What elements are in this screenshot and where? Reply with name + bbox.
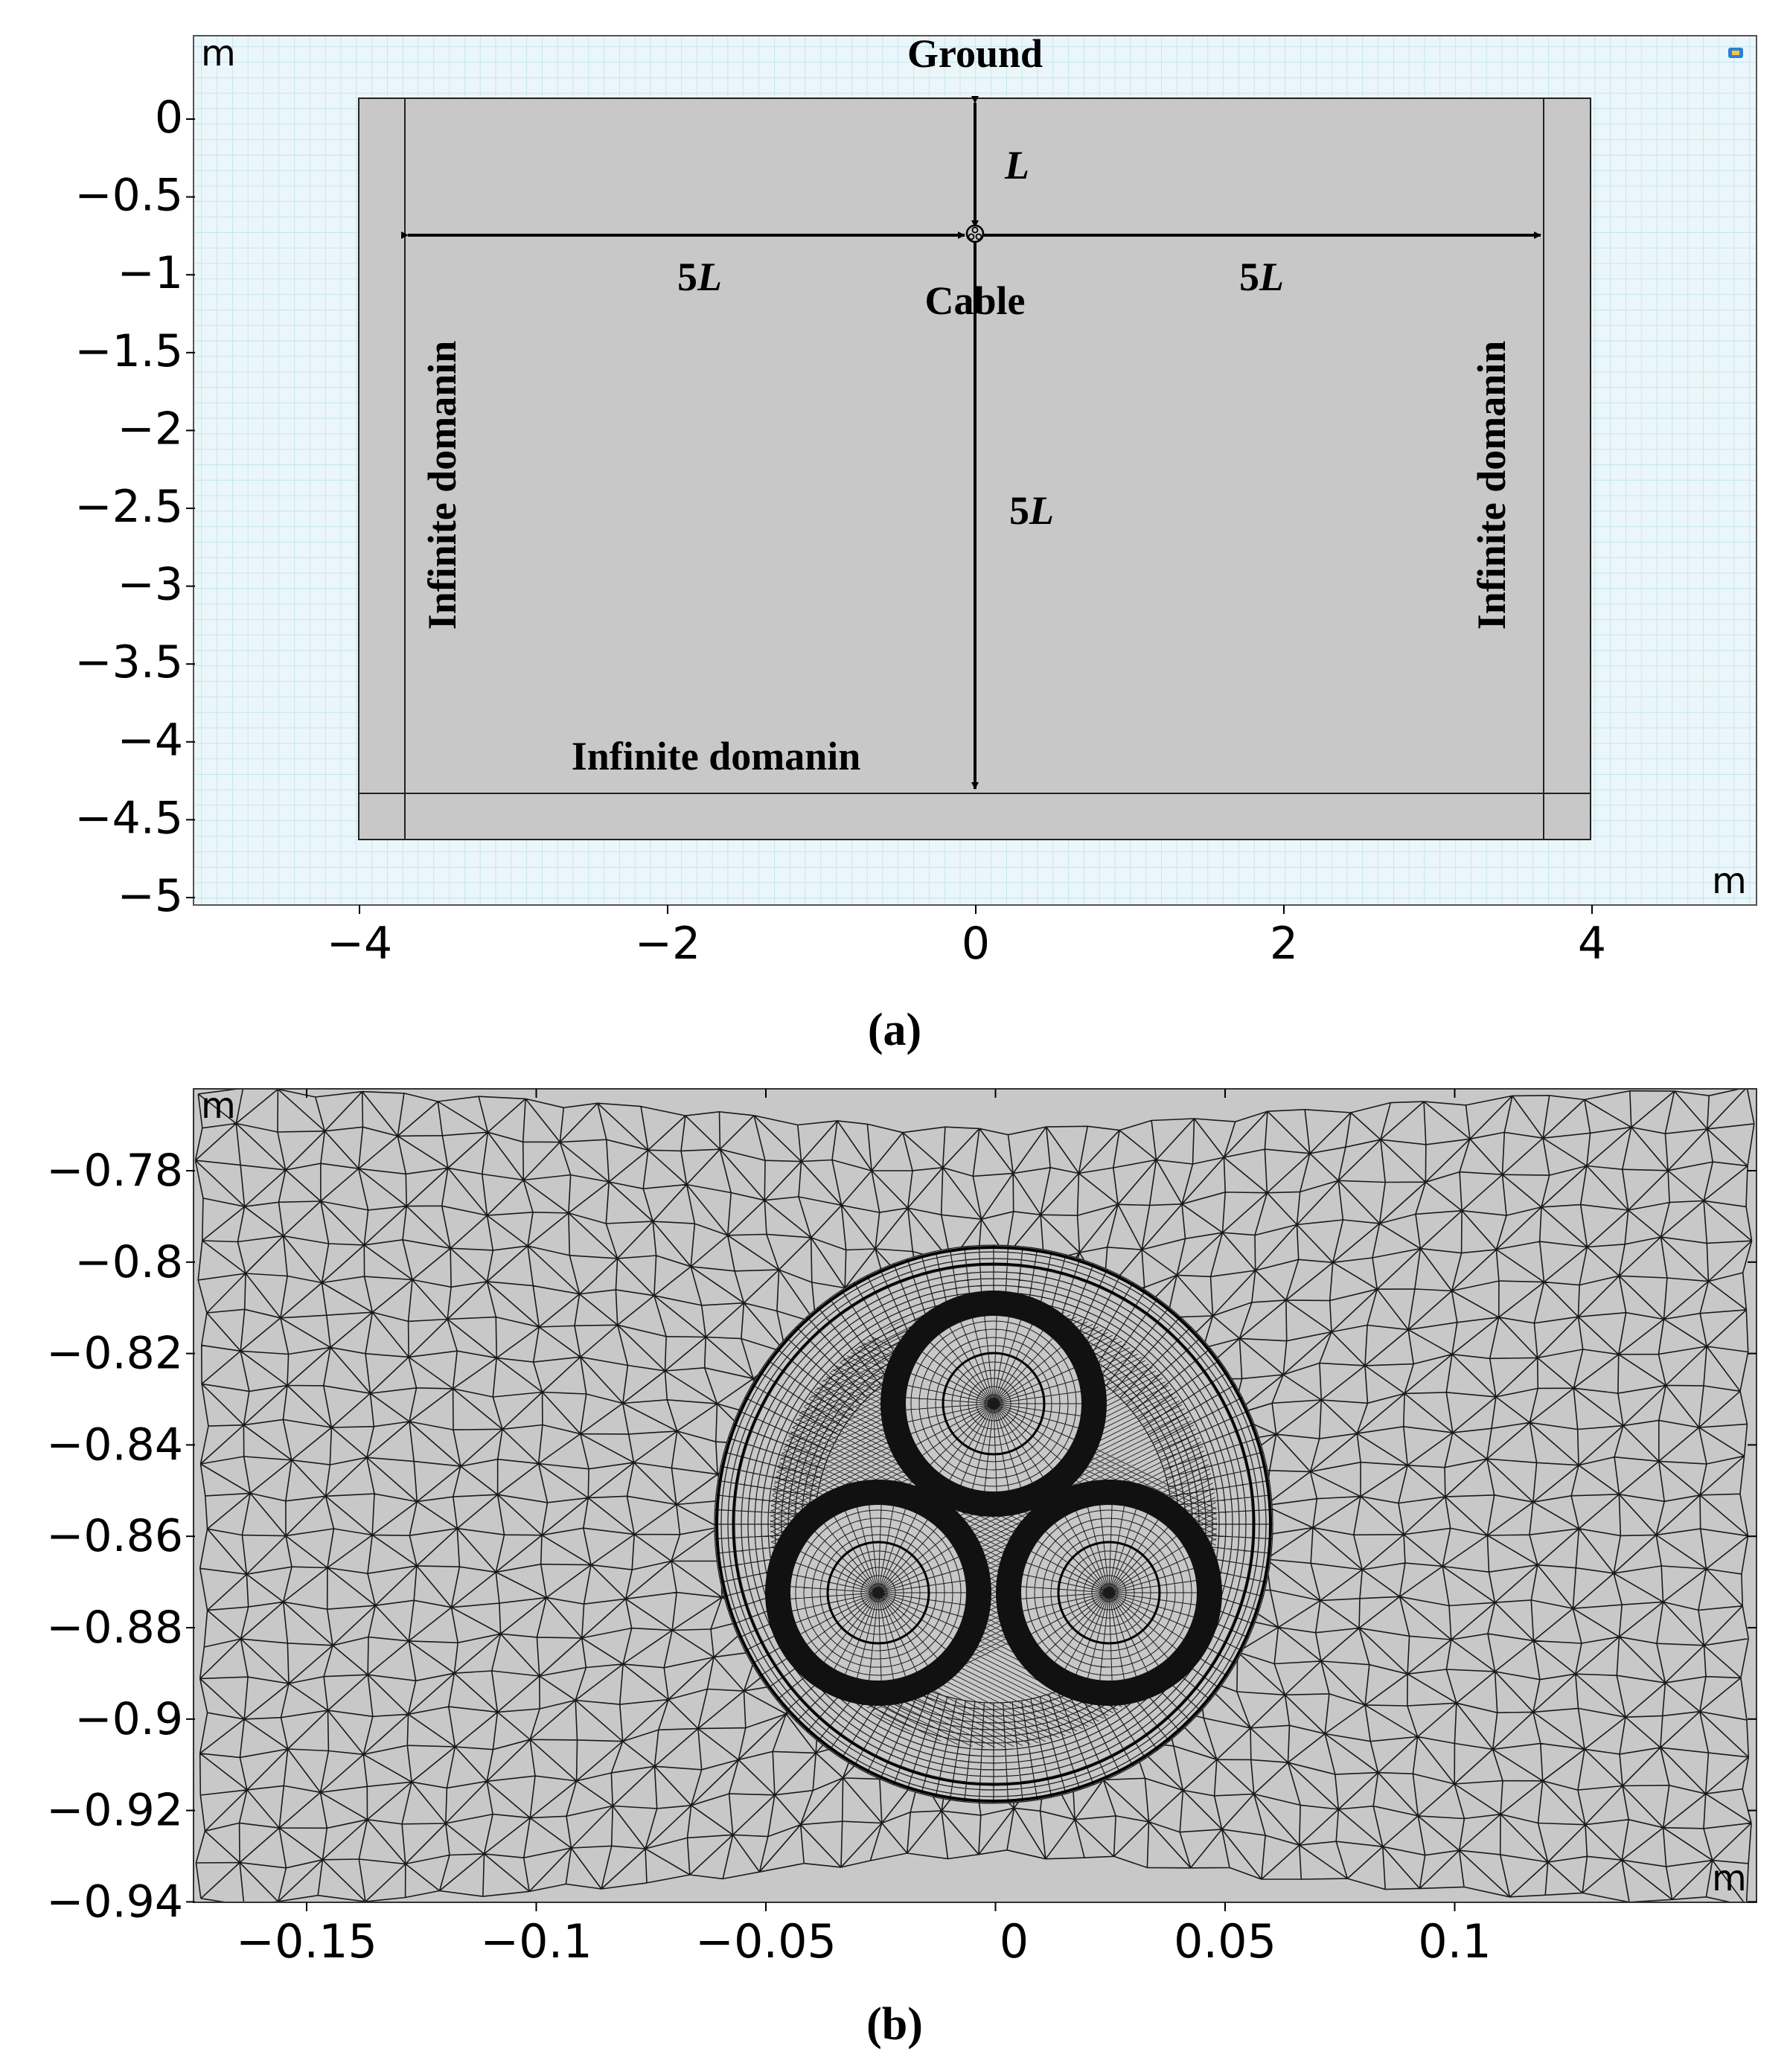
unit-label-top-left: m xyxy=(201,33,236,74)
y-tick-label: −4.5 xyxy=(74,792,183,844)
core-conductor xyxy=(1057,1541,1161,1645)
unit-label-bottom-right-b: m xyxy=(1712,1858,1747,1899)
cable-marker xyxy=(965,224,985,243)
panel-a-y-axis: 0 −0.5 −1 −1.5 −2 −2.5 −3 −3.5 −4 −4.5 −5 xyxy=(74,92,195,922)
core-conductor xyxy=(826,1541,930,1645)
finite-element-mesh xyxy=(194,1089,1755,1902)
panel-b-caption: (b) xyxy=(866,1999,923,2050)
y-tick-label: −3.5 xyxy=(74,636,183,688)
y-tick-label: −4 xyxy=(118,714,183,767)
cable-core-3 xyxy=(996,1480,1222,1706)
view-indicator-icon xyxy=(1728,48,1743,58)
y-tick-label: −0.94 xyxy=(46,1876,183,1928)
x-tick-label: 2 xyxy=(1270,918,1298,970)
y-tick-label: −3 xyxy=(118,559,183,611)
y-tick-label: −0.82 xyxy=(46,1328,183,1380)
x-tick-label: −0.15 xyxy=(236,1914,377,1969)
cable-outer-sheath xyxy=(715,1246,1272,1803)
y-tick-label: −0.5 xyxy=(74,170,183,222)
y-tick-label: −0.92 xyxy=(46,1785,183,1837)
x-tick-label: −0.05 xyxy=(695,1914,837,1969)
cable-label: Cable xyxy=(925,278,1026,323)
y-tick-label: −1 xyxy=(118,247,183,299)
panel-b-y-axis: −0.78 −0.8 −0.82 −0.84 −0.86 −0.88 −0.9 −0.92 −0… xyxy=(46,1145,1757,1928)
dimension-label-5L-down: 5L xyxy=(1009,488,1054,533)
cable-core-1 xyxy=(880,1291,1107,1517)
x-tick-label: −4 xyxy=(327,918,392,970)
infinite-domain-left-label: Infinite domanin xyxy=(420,341,464,630)
unit-label-top-left-b: m xyxy=(201,1085,236,1127)
dimension-label-5L-right: 5L xyxy=(1239,255,1284,299)
dimension-label-5L-left: 5L xyxy=(677,255,722,299)
y-tick-label: −2.5 xyxy=(74,481,183,533)
core-mesh-elements xyxy=(790,1505,966,1681)
panel-b-plot-frame xyxy=(193,1088,1757,1903)
x-tick-label: 0 xyxy=(1000,1914,1029,1969)
infinite-domain-bottom-label: Infinite domanin xyxy=(572,734,861,778)
core-mesh-elements xyxy=(1021,1505,1197,1681)
x-tick-label: −2 xyxy=(635,918,700,970)
cable-core-2 xyxy=(765,1480,991,1706)
infinite-domain-right-label: Infinite domanin xyxy=(1469,341,1514,630)
y-tick-label: −2 xyxy=(118,403,183,455)
cable-armour-ring xyxy=(732,1262,1256,1786)
x-tick-label: 0.05 xyxy=(1174,1914,1276,1969)
unit-label-bottom-right: m xyxy=(1712,860,1747,902)
panel-b: m m −0.78−0.8−0.82−0.84−0.86−0.88−0.9−0.… xyxy=(46,1085,1757,2050)
panel-a-x-axis: −4 −2 0 2 4 xyxy=(327,905,1606,970)
ground-label: Ground xyxy=(907,31,1043,76)
core-mesh-elements xyxy=(906,1316,1081,1491)
y-tick-label: −0.8 xyxy=(74,1236,183,1288)
x-tick-label: 0 xyxy=(962,918,990,970)
y-tick-label: −0.88 xyxy=(46,1602,183,1654)
y-tick-label: −0.86 xyxy=(46,1510,183,1562)
y-tick-label: −0.78 xyxy=(46,1145,183,1197)
panel-a: m m Ground Cable L 5L 5L 5L Infinite dom… xyxy=(74,31,1757,1055)
core-conductor xyxy=(942,1352,1046,1456)
y-tick-label: −0.84 xyxy=(46,1419,183,1471)
x-tick-label: −0.1 xyxy=(480,1914,592,1969)
y-tick-label: −1.5 xyxy=(74,325,183,377)
dimension-label-L: L xyxy=(1004,143,1029,188)
panel-a-caption: (a) xyxy=(868,1005,921,1055)
y-tick-label: −5 xyxy=(118,870,183,922)
x-tick-label: 4 xyxy=(1578,918,1606,970)
x-tick-label: 0.1 xyxy=(1418,1914,1492,1969)
y-tick-label: 0 xyxy=(155,92,183,144)
panel-b-x-axis: −0.15 −0.1 −0.05 0 0.05 0.1 xyxy=(236,1089,1492,1969)
y-tick-label: −0.9 xyxy=(74,1693,183,1745)
